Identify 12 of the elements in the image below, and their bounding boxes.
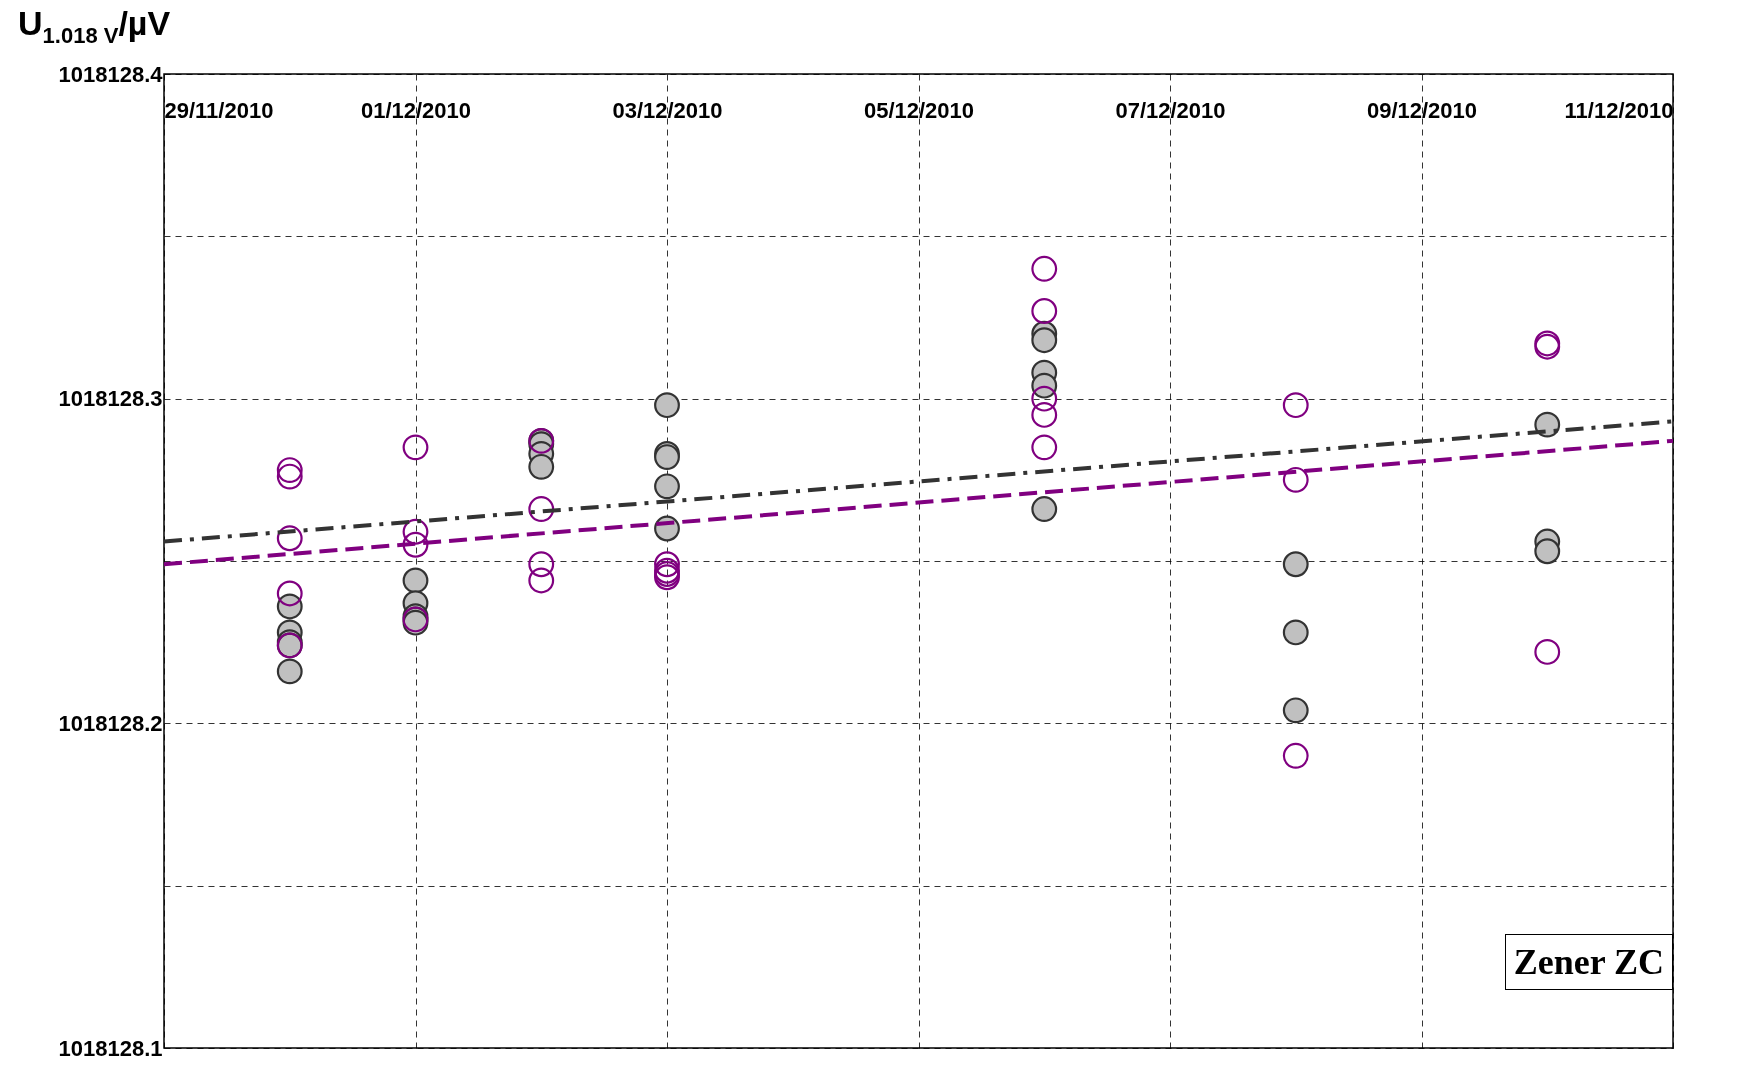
y-axis-title: U$_{1.018 V}$/µV (18, 4, 171, 49)
x-tick-label: 03/12/2010 (612, 97, 723, 123)
annotation: Zener ZC (1504, 934, 1673, 990)
y-tick-label: 1018128.3 (58, 386, 163, 412)
x-tick-label: 05/12/2010 (863, 97, 975, 123)
x-tick-label: 07/12/2010 (1115, 97, 1226, 123)
x-tick-label: 29/11/2010 (164, 97, 274, 123)
x-tick-label: 01/12/2010 (360, 97, 472, 123)
y-tick-label: 1018128.2 (58, 710, 163, 736)
y-tick-label: 1018128.1 (58, 1035, 163, 1061)
x-tick-label: 09/12/2010 (1366, 97, 1478, 123)
y-tick-label: 1018128.4 (58, 61, 164, 87)
